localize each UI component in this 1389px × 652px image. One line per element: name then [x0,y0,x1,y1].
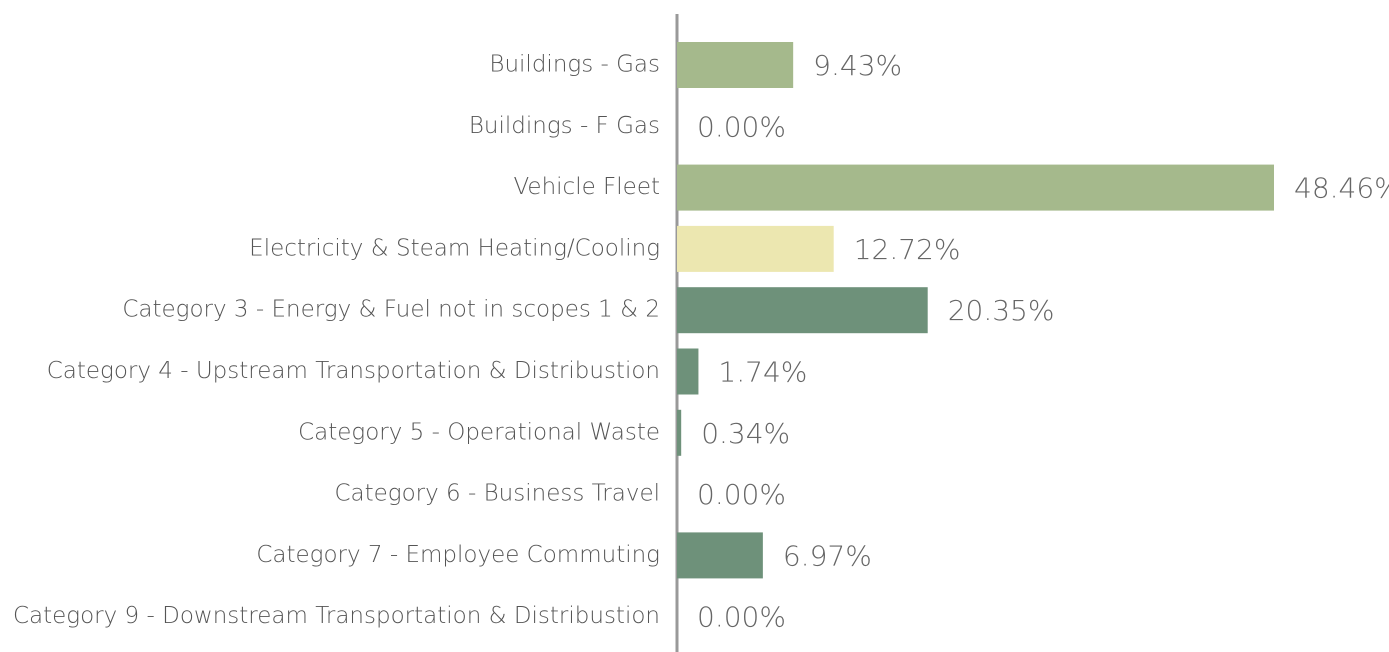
category-label: Buildings - F Gas [469,113,660,139]
bar [677,409,682,456]
bar [677,287,928,334]
value-label: 12.72% [854,233,961,266]
category-label: Buildings - Gas [489,52,660,78]
bar [677,42,794,88]
category-label: Category 9 - Downstream Transportation &… [13,603,660,629]
category-label: Category 3 - Energy & Fuel not in scopes… [122,297,660,323]
category-label: Vehicle Fleet [513,174,660,200]
category-label: Category 7 - Employee Commuting [256,542,660,568]
value-label: 20.35% [948,294,1055,327]
value-label: 0.00% [697,478,786,511]
value-label: 1.74% [718,356,807,389]
bar [677,225,834,272]
value-label: 9.43% [813,49,902,82]
value-label: 6.97% [783,539,872,572]
bar [677,348,699,395]
category-label: Electricity & Steam Heating/Cooling [249,235,660,261]
value-label: 0.34% [701,417,790,450]
value-label: 0.00% [697,601,786,634]
value-label: 0.00% [697,110,786,143]
value-label: 48.46% [1294,172,1389,205]
bar [677,532,763,579]
category-label: Category 4 - Upstream Transportation & D… [47,358,660,384]
category-label: Category 5 - Operational Waste [298,419,660,445]
bar [677,164,1274,211]
category-label: Category 6 - Business Travel [334,481,660,507]
